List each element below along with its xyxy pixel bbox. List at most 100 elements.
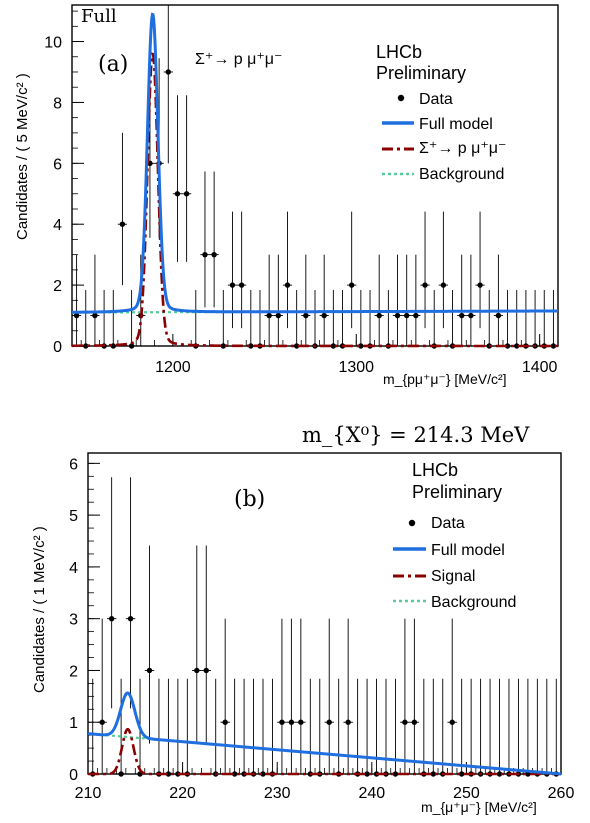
data-point [532,678,543,777]
data-point [282,211,293,329]
data-point [182,678,193,777]
x-tick-label: 1400 [522,359,558,376]
data-point [292,289,302,349]
panel-a-brand-2: Preliminary [376,63,466,83]
signal-curve [71,52,558,348]
data-point [438,211,448,329]
data-point [182,95,192,262]
y-tick-label: 2 [53,278,62,295]
legend-b-full-model: Full model [431,542,505,559]
data-point [81,289,91,349]
data-point [493,254,503,346]
data-point [200,171,210,308]
data-point [127,289,137,349]
data-point [411,254,421,346]
data-point [248,678,259,777]
data-point [210,678,221,777]
full-model-curve [72,12,558,314]
data-point [209,171,219,308]
data-point [494,678,505,777]
data-point [324,618,334,774]
y-tick-label: 6 [69,456,78,473]
data-point [97,618,107,774]
panel-b: m_{X⁰} = 214.3 MeV 0 1 2 3 4 5 6 210 220 230 240 25… [31,423,574,815]
panel-a-ylabel: Candidates / ( 5 MeV/c² ) [14,73,31,240]
panel-a-legend: Data Full model Σ⁺→ p μ⁺μ⁻ Background [382,91,506,183]
data-point [163,678,174,777]
data-point [116,678,126,777]
data-point [227,211,238,329]
legend-a-full-model: Full model [419,116,493,133]
data-point [90,254,100,346]
data-point [456,678,467,777]
x-tick-label: 1300 [338,359,374,376]
data-point [521,289,531,349]
data-point [273,254,283,346]
data-point [523,678,533,777]
legend-b-data: Data [431,515,465,532]
data-point [301,254,311,346]
data-point [108,289,118,349]
data-point [125,477,136,709]
signal-curve [88,727,561,776]
y-tick-label: 1 [69,715,78,732]
y-tick-label: 6 [53,156,62,173]
panel-a-channel: Σ⁺→ p μ⁺μ⁻ [195,51,282,68]
panel-a-curves [71,12,558,348]
y-tick-label: 5 [69,508,78,525]
x-tick-label: 220 [169,785,196,802]
x-tick-label: 230 [264,785,291,802]
data-point [466,254,476,346]
data-point [502,289,513,349]
data-point [356,289,366,349]
panel-b-xlabel: m_{μ⁺μ⁻} [MeV/c²] [421,799,537,815]
data-point [239,678,249,777]
data-point [172,95,183,262]
legend-b-background: Background [431,594,516,611]
full-model-curve [87,691,562,776]
data-point [201,545,211,744]
data-point [192,545,202,744]
panel-a-label: (a) [98,52,128,77]
y-tick-label: 4 [53,217,62,234]
data-point [220,618,230,774]
data-point [333,678,344,777]
x-tick-label: 210 [75,785,102,802]
data-point [420,211,430,329]
data-point [371,678,382,777]
data-point [447,289,458,349]
data-point [117,132,128,286]
data-point [191,289,201,349]
y-tick-label: 0 [69,767,78,784]
data-point [485,678,495,777]
data-point [72,254,82,346]
data-point [409,618,420,774]
data-point [402,254,412,346]
data-point [513,678,524,777]
data-point [400,618,410,774]
panel-b-legend: Data Full model Signal Background [393,515,516,611]
data-point [530,289,540,349]
data-point [457,254,467,346]
y-tick-label: 4 [69,560,78,577]
data-point [390,678,401,777]
panel-b-data [88,477,561,777]
data-point [337,289,348,349]
panel-a-xlabel: m_{pμ⁺μ⁻} [MeV/c²] [383,371,507,387]
data-point [347,211,357,329]
data-point [365,289,375,349]
y-tick-label: 10 [44,35,62,52]
data-point [277,618,287,774]
x-tick-label: 240 [358,785,385,802]
data-point [237,211,247,329]
data-point [255,289,265,349]
legend-b-data-marker [408,519,416,527]
data-point [106,477,117,709]
y-tick-label: 8 [53,95,62,112]
x-tick-label: 1200 [155,359,191,376]
data-point [267,678,278,777]
panel-b-curves [87,691,562,776]
data-point [218,289,228,349]
data-point [246,289,256,349]
